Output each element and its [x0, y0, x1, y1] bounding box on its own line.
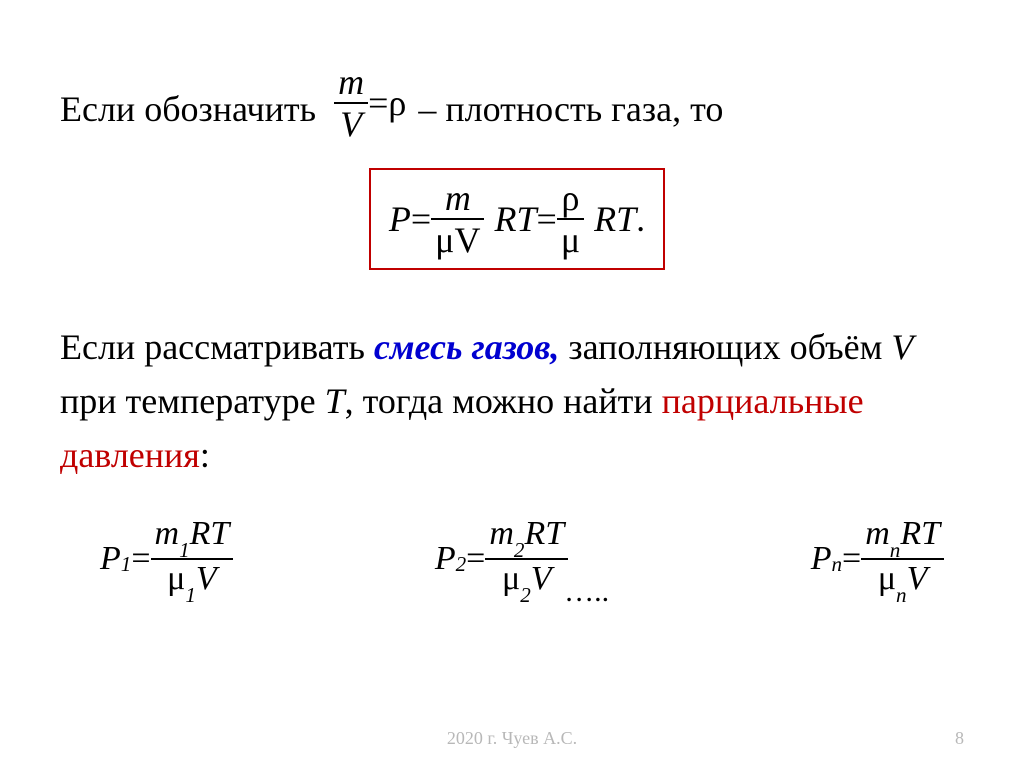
frac-num: m [334, 64, 368, 100]
frac2-num: ρ [557, 180, 583, 216]
pressure-equation-box: P = m μV RT = ρ μ RT . [369, 168, 665, 270]
P2-num-RT: RT [524, 515, 564, 552]
P2-num: m2RT [485, 517, 568, 556]
boxed-equation-container: P = m μV RT = ρ μ RT . [60, 168, 974, 270]
P1-sub: 1 [121, 552, 132, 577]
P1-num-sub: 1 [179, 538, 190, 562]
Pn-frac: mnRT μnV [861, 517, 944, 601]
rho-symbol: ρ [388, 82, 406, 124]
Pn-num: mnRT [861, 517, 944, 556]
P1-num-RT: RT [190, 515, 230, 552]
P2-den-V: V [531, 560, 552, 597]
Pn-den-mu: μ [878, 560, 896, 597]
Pn-num-sub: n [890, 538, 901, 562]
frac1-den: μV [431, 222, 484, 258]
Pn-base: P [811, 540, 832, 578]
line1-prefix: Если обозначить [60, 88, 316, 130]
footer-text: 2020 г. Чуев А.С. [0, 728, 1024, 749]
P2-eq: = [466, 540, 485, 578]
P2-den: μ2V [498, 562, 556, 601]
formula-P1: P1 = m1RT μ1V [100, 517, 233, 601]
P1-base: P [100, 540, 121, 578]
Pn-bar [861, 558, 944, 560]
P1-den-V: V [196, 560, 217, 597]
Pn-den-sub: n [896, 583, 907, 607]
Pn-sub: n [831, 552, 842, 577]
line-1: Если обозначить m V = ρ – плотность газа… [60, 70, 974, 148]
P1-den-sub: 1 [185, 583, 196, 607]
p2-T: T [325, 381, 345, 421]
p2-t1: Если рассматривать [60, 327, 374, 367]
P2-den-mu: μ [502, 560, 520, 597]
P1-eq: = [131, 540, 150, 578]
partial-pressure-formulas: P1 = m1RT μ1V P2 = m2RT μ [60, 517, 974, 601]
frac-den: V [336, 106, 366, 142]
formula-Pn: Pn = mnRT μnV [811, 517, 944, 601]
Pn-eq: = [842, 540, 861, 578]
p2-blue: смесь газов, [374, 327, 560, 367]
P2-frac: m2RT μ2V [485, 517, 568, 601]
P1-bar [151, 558, 234, 560]
P2-num-m: m [489, 515, 514, 552]
page-number: 8 [955, 728, 964, 749]
p2-t7: : [200, 435, 210, 475]
P1-frac: m1RT μ1V [151, 517, 234, 601]
slide-page: Если обозначить m V = ρ – плотность газа… [0, 0, 1024, 767]
eq2: = [537, 198, 557, 240]
Pn-num-RT: RT [900, 515, 940, 552]
p2-t3: заполняющих объём [559, 327, 891, 367]
ellipsis: ….. [564, 575, 609, 609]
p2-t5: , тогда можно найти [345, 381, 662, 421]
P2-base: P [435, 540, 456, 578]
P2-bar [485, 558, 568, 560]
frac2: ρ μ [557, 180, 584, 258]
frac1-den-text: μV [435, 220, 480, 260]
P1-den-mu: μ [167, 560, 185, 597]
frac1-num: m [441, 180, 475, 216]
paragraph-2: Если рассматривать смесь газов, заполняю… [60, 320, 974, 482]
Pn-den: μnV [874, 562, 932, 601]
frac-m-over-V: m V [334, 64, 368, 142]
p2-V: V [891, 327, 913, 367]
formula-P2: P2 = m2RT μ2V ….. [435, 517, 609, 601]
P2-num-sub: 2 [514, 538, 525, 562]
Pn-den-V: V [907, 560, 928, 597]
equals-sign: = [368, 82, 388, 124]
p2-t4: при температуре [60, 381, 325, 421]
P-symbol: P [389, 198, 411, 240]
frac1: m μV [431, 180, 484, 258]
frac2-den: μ [557, 222, 584, 258]
P1-num-m: m [155, 515, 180, 552]
P1-num: m1RT [151, 517, 234, 556]
density-definition: m V = ρ [334, 64, 406, 142]
period: . [636, 198, 645, 240]
P2-sub: 2 [456, 552, 467, 577]
P1-den: μ1V [163, 562, 221, 601]
P2-den-sub: 2 [520, 583, 531, 607]
eq1: = [411, 198, 431, 240]
RT1: RT [494, 198, 536, 240]
RT2: RT [594, 198, 636, 240]
Pn-num-m: m [865, 515, 890, 552]
line1-suffix: – плотность газа, то [418, 88, 723, 130]
